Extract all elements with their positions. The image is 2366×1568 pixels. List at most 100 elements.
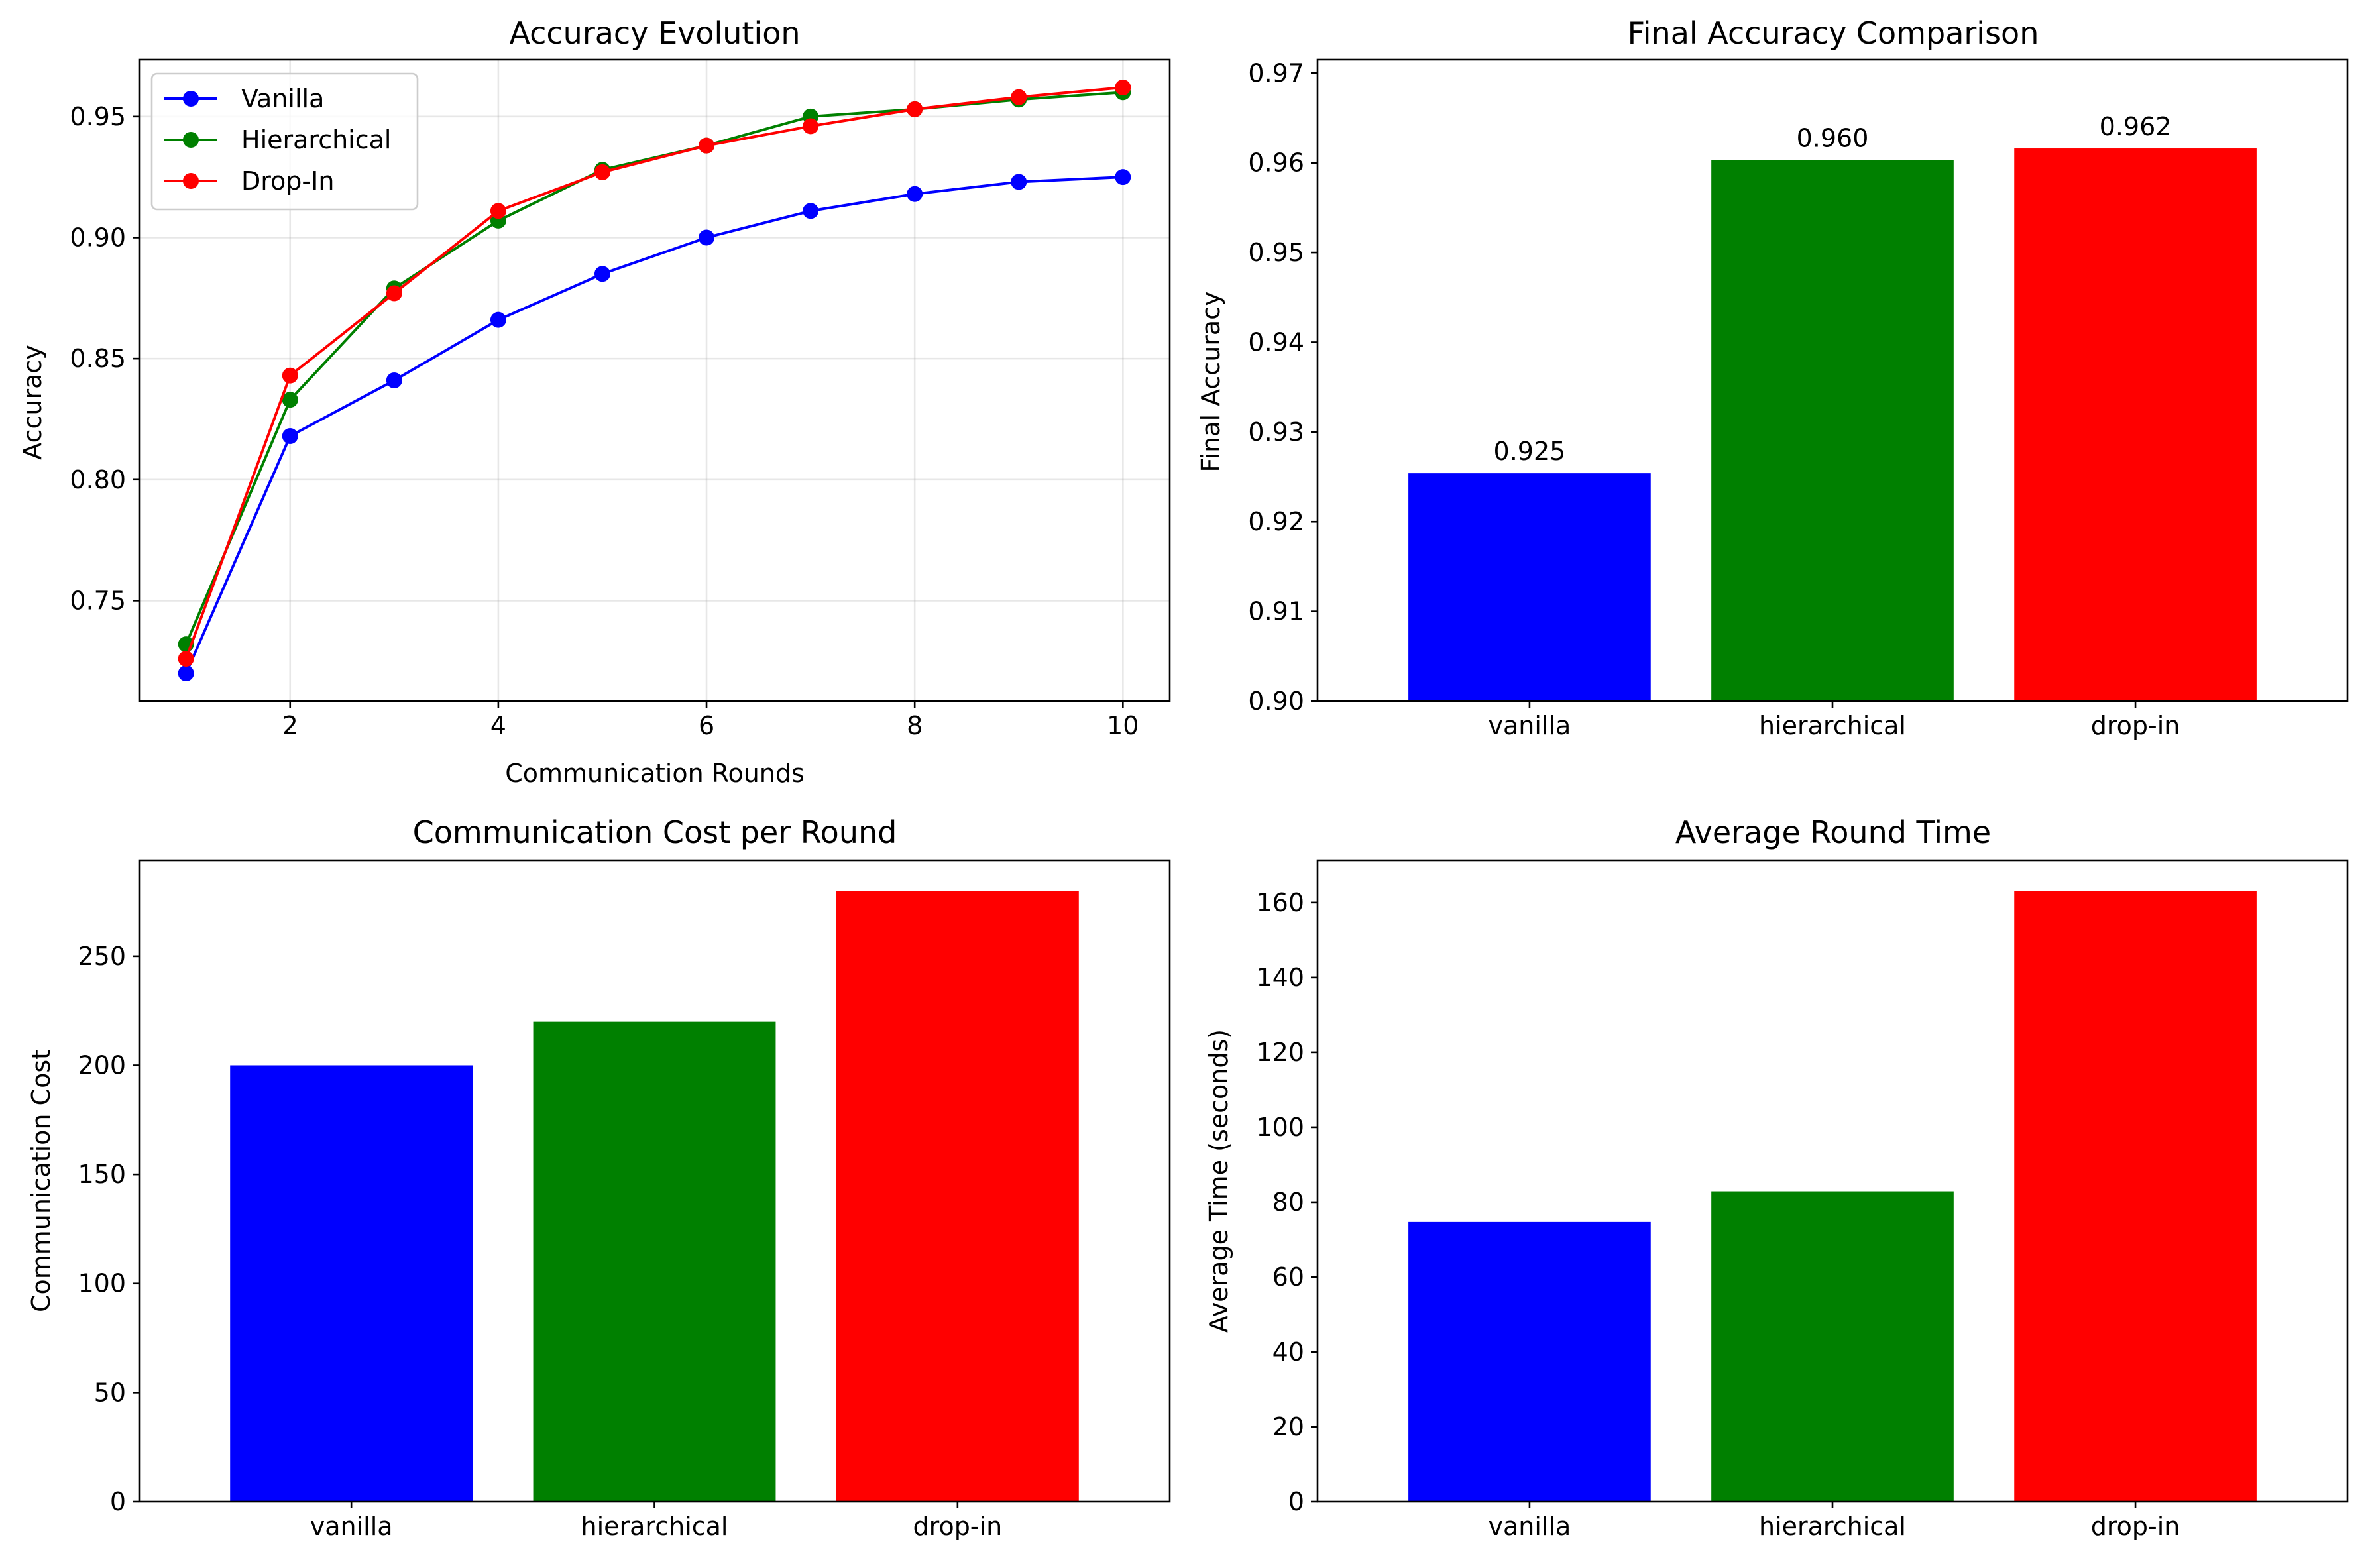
legend-label: Hierarchical	[241, 125, 391, 154]
y-tick-label: 40	[1272, 1337, 1304, 1367]
data-label: 0.960	[1797, 124, 1869, 153]
y-tick-label: 0.75	[70, 586, 126, 615]
y-tick-label: 0	[1288, 1487, 1304, 1516]
plot-frame	[1316, 58, 2349, 702]
data-point	[178, 651, 194, 667]
legend-box	[150, 72, 419, 211]
legend-marker	[183, 91, 199, 107]
y-tick-label: 100	[1256, 1113, 1304, 1142]
data-label: 0.962	[2100, 112, 2172, 141]
y-tick-label: 0.94	[1248, 327, 1304, 357]
x-tick-label: hierarchical	[581, 1512, 728, 1541]
data-point	[1011, 174, 1027, 190]
y-tick-label: 0.95	[1248, 238, 1304, 267]
y-tick-label: 120	[1256, 1038, 1304, 1067]
x-tick-label: drop-in	[913, 1512, 1003, 1541]
series-line	[184, 86, 1123, 659]
bar	[1711, 160, 1954, 702]
data-point	[282, 367, 298, 384]
data-point	[803, 203, 819, 219]
data-point	[699, 229, 715, 246]
y-tick-label: 0.85	[70, 344, 126, 373]
data-point	[1011, 89, 1027, 105]
bar	[533, 1021, 776, 1502]
x-tick-label: 4	[490, 711, 506, 740]
bar	[1408, 1221, 1651, 1502]
y-tick-label: 200	[78, 1050, 126, 1080]
y-tick-label: 0.96	[1248, 148, 1304, 178]
accuracy-evolution-panel: Accuracy Evolution Communication Rounds …	[18, 15, 1171, 788]
y-tick-label: 100	[78, 1269, 126, 1298]
y-tick-label: 0.90	[1248, 687, 1304, 716]
y-tick-label: 0.95	[70, 102, 126, 131]
x-tick-label: 8	[907, 711, 923, 740]
x-axis-label: Communication Rounds	[505, 759, 805, 788]
x-tick-label: 10	[1107, 711, 1139, 740]
data-point	[1115, 169, 1131, 186]
x-tick-label: vanilla	[1489, 711, 1571, 740]
bar	[2014, 148, 2257, 701]
y-tick-label: 250	[78, 942, 126, 971]
y-axis-label: Communication Cost	[27, 1050, 56, 1312]
bar	[1711, 1191, 1954, 1502]
y-tick-label: 0.91	[1248, 597, 1304, 626]
chart-title: Final Accuracy Comparison	[1628, 15, 2039, 51]
x-tick-label: hierarchical	[1759, 711, 1906, 740]
x-tick-label: drop-in	[2091, 711, 2180, 740]
y-axis-label: Accuracy	[18, 345, 47, 460]
y-axis-label: Average Time (seconds)	[1204, 1029, 1233, 1333]
plot-frame	[138, 58, 1171, 702]
average-round-time-panel: Average Round Time Average Time (seconds…	[1204, 814, 2349, 1541]
data-point	[803, 118, 819, 135]
data-point	[490, 203, 506, 219]
data-point	[178, 665, 194, 681]
y-tick-label: 0.97	[1248, 58, 1304, 87]
plot-frame	[1316, 859, 2349, 1503]
y-tick-label: 20	[1272, 1412, 1304, 1441]
x-tick-label: vanilla	[1489, 1512, 1571, 1541]
data-point	[282, 428, 298, 445]
data-point	[490, 311, 506, 328]
data-point	[1115, 80, 1131, 96]
data-point	[386, 285, 402, 302]
legend-marker	[183, 132, 199, 148]
chart-title: Communication Cost per Round	[413, 814, 897, 850]
y-tick-label: 140	[1256, 963, 1304, 992]
y-tick-label: 160	[1256, 888, 1304, 917]
bar	[1408, 473, 1651, 701]
legend-marker	[183, 173, 199, 189]
y-tick-label: 80	[1272, 1188, 1304, 1217]
y-tick-label: 50	[94, 1378, 126, 1407]
legend-label: Vanilla	[241, 84, 324, 113]
x-tick-label: hierarchical	[1759, 1512, 1906, 1541]
data-point	[907, 101, 923, 117]
y-tick-label: 0	[110, 1487, 126, 1516]
y-tick-label: 0.93	[1248, 418, 1304, 447]
data-point	[594, 164, 610, 180]
bar	[2014, 891, 2257, 1502]
legend: Vanilla Hierarchical Drop-In	[150, 72, 419, 211]
legend-label: Drop-In	[241, 166, 334, 196]
x-tick-label: vanilla	[310, 1512, 393, 1541]
y-tick-label: 60	[1272, 1262, 1304, 1292]
data-point	[386, 372, 402, 388]
data-point	[594, 266, 610, 282]
x-tick-label: 6	[699, 711, 714, 740]
data-label: 0.925	[1494, 437, 1566, 466]
series-line	[184, 176, 1123, 674]
y-tick-label: 0.90	[70, 223, 126, 252]
y-axis-label: Final Accuracy	[1196, 291, 1225, 472]
y-tick-label: 0.92	[1248, 507, 1304, 536]
data-point	[282, 392, 298, 408]
plot-frame	[138, 859, 1171, 1503]
x-tick-label: drop-in	[2091, 1512, 2180, 1541]
y-tick-label: 150	[78, 1160, 126, 1189]
y-tick-label: 0.80	[70, 465, 126, 494]
data-point	[907, 186, 923, 202]
data-point	[699, 137, 715, 154]
chart-title: Average Round Time	[1675, 814, 1991, 850]
bar	[836, 891, 1079, 1502]
x-tick-label: 2	[282, 711, 298, 740]
chart-title: Accuracy Evolution	[509, 15, 800, 51]
